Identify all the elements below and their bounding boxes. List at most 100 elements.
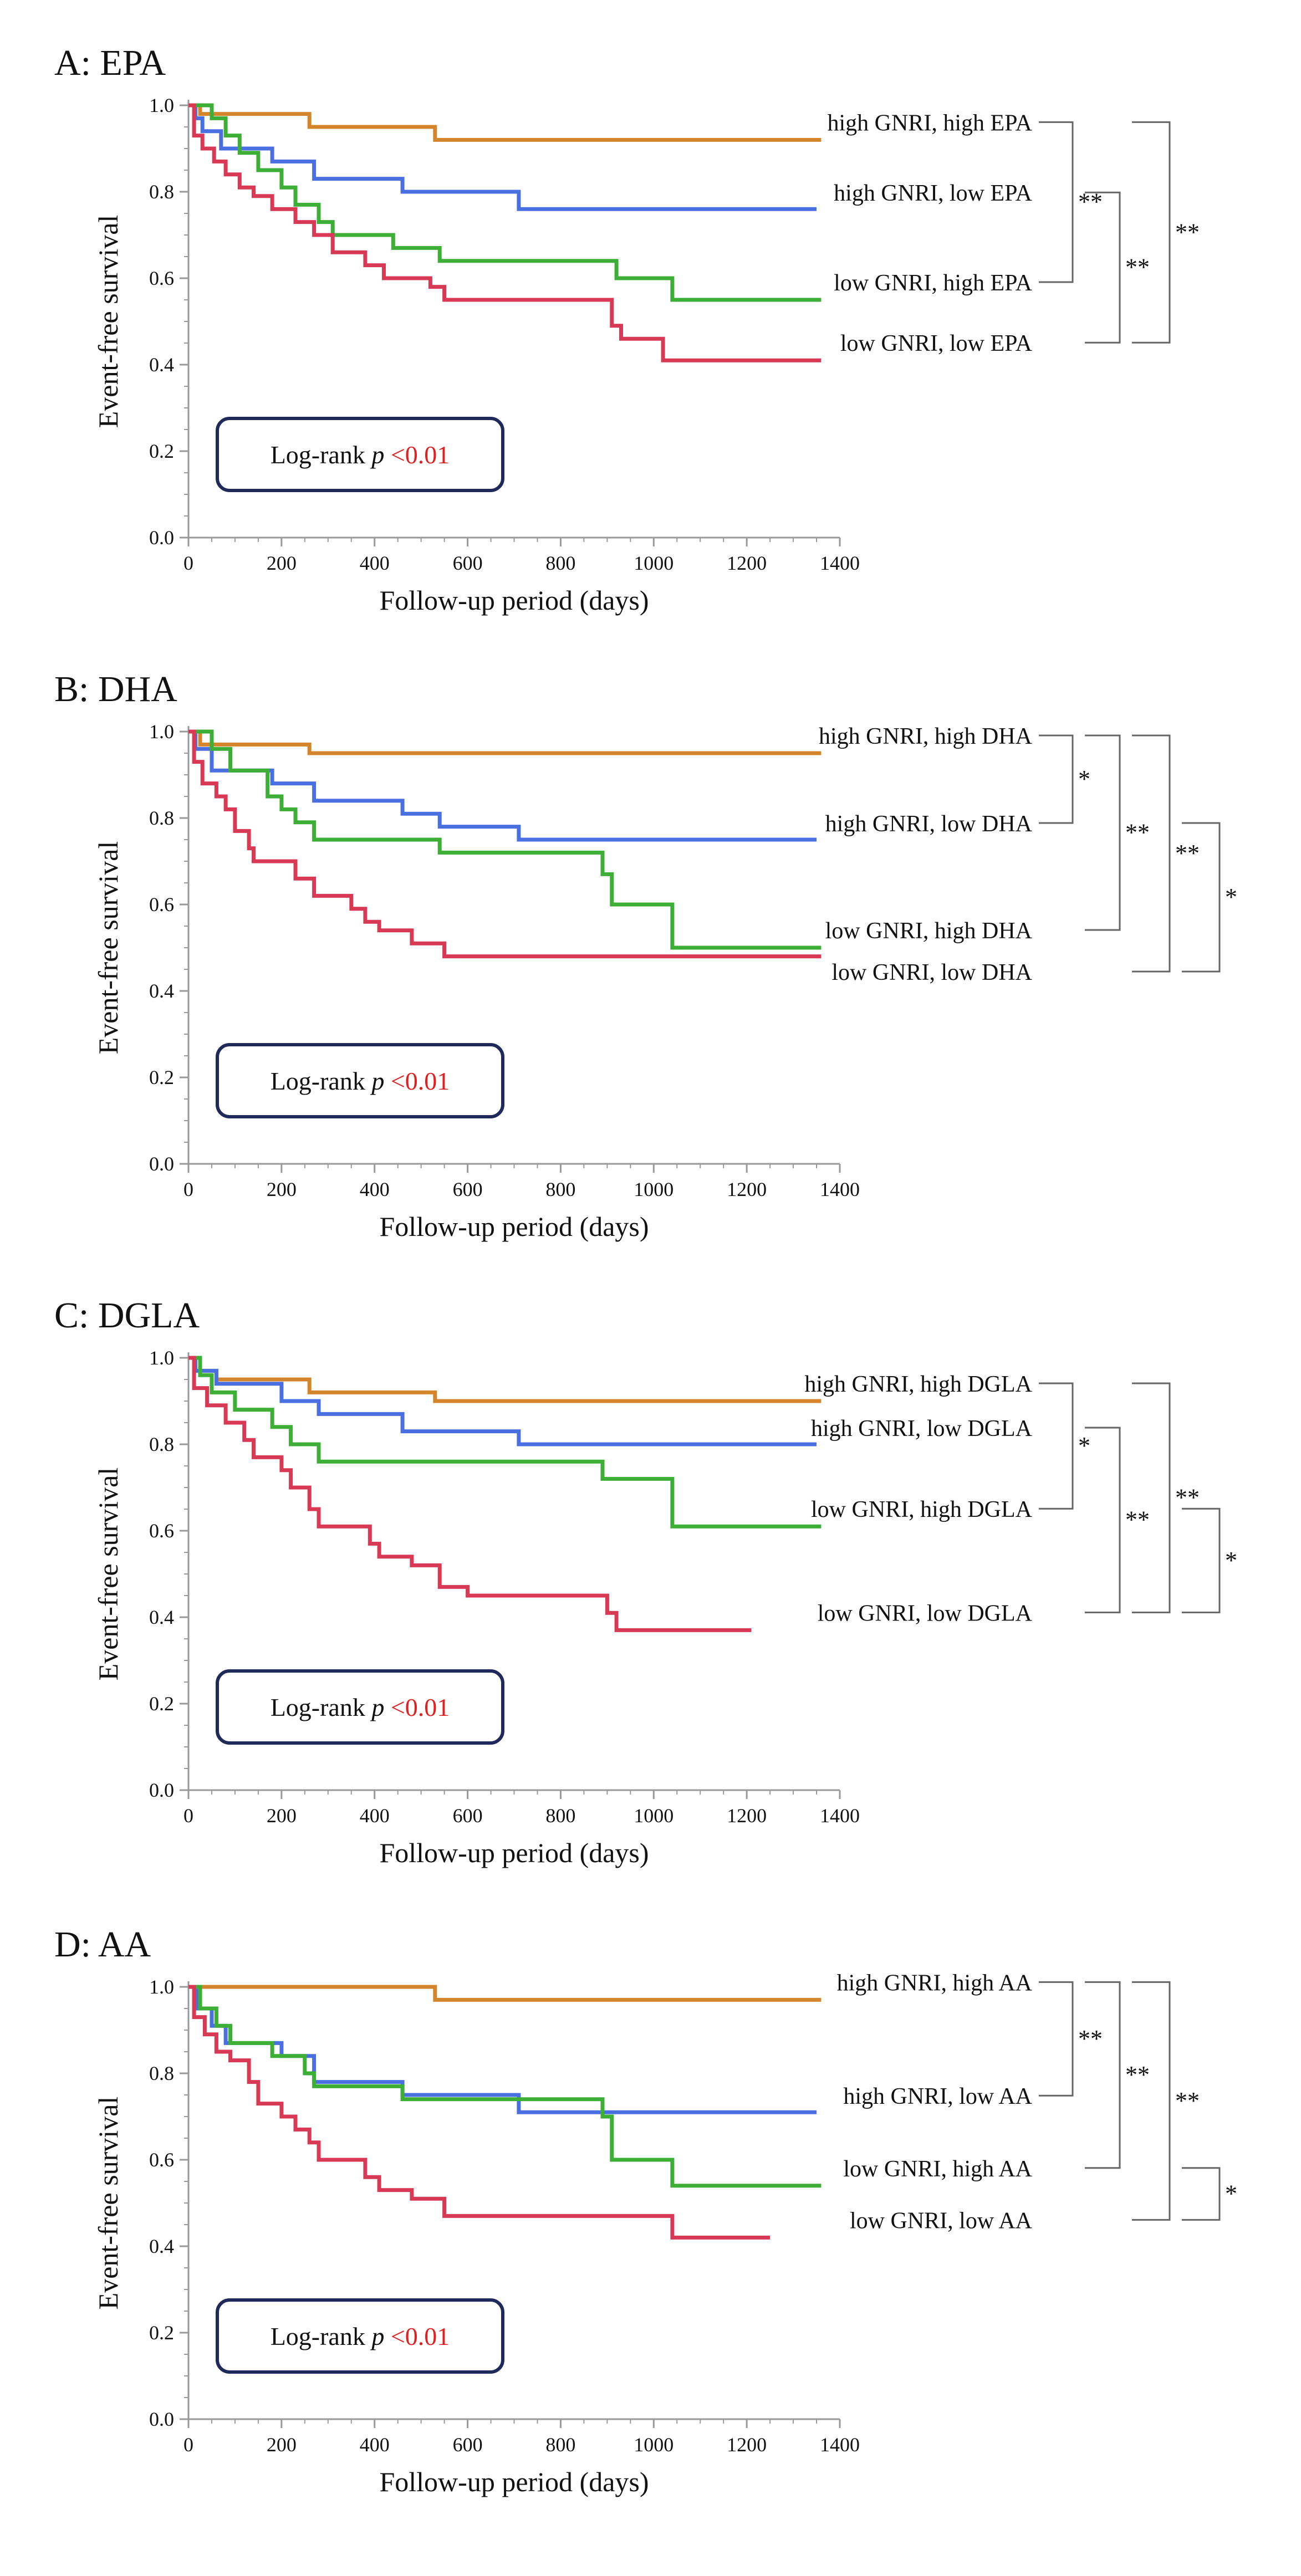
y-tick-label: 0.4 [149,354,174,376]
series-label-4: low GNRI, low DHA [831,960,1032,985]
x-tick-label: 400 [360,1178,390,1200]
logrank-box [216,1043,504,1118]
x-tick-label: 400 [360,1805,390,1827]
significance-bracket [1085,191,1121,344]
x-tick-label: 400 [360,552,390,574]
series-label-2: high GNRI, low EPA [834,181,1032,206]
survival-curve-4 [188,1985,771,2240]
y-tick-label: 0.0 [149,1779,174,1801]
survival-curve-3 [188,729,822,950]
x-tick-label: 1000 [634,1805,674,1827]
x-tick-label: 0 [183,2434,193,2456]
y-tick-label: 0.0 [149,527,174,549]
survival-curve-3 [188,1356,822,1529]
series-label-3: low GNRI, high EPA [834,270,1032,296]
x-tick-label: 200 [267,1805,297,1827]
logrank-box [216,1669,504,1745]
x-tick-label: 200 [267,2434,297,2456]
survival-curve-2 [188,729,817,842]
survival-curve-1 [188,1985,822,2002]
series-label-4: low GNRI, low EPA [840,331,1033,356]
x-tick-label: 800 [545,552,575,574]
km-panel-3: C: DGLA 0.0 0.2 0.4 0.6 0.8 1.0 0 200 400 600 800 10… [54,1295,1237,1868]
x-tick-label: 1200 [727,552,767,574]
x-tick-label: 600 [453,2434,483,2456]
y-axis-label: Event-free survival [93,215,124,428]
x-tick-label: 800 [545,1805,575,1827]
logrank-p: p [370,2322,384,2350]
y-axis-label: Event-free survival [93,2097,124,2310]
significance-marker: * [1225,883,1237,911]
y-tick-label: 0.6 [149,267,174,289]
significance-bracket [1085,1427,1121,1613]
significance-bracket [1132,121,1171,344]
x-tick-label: 200 [267,552,297,574]
series-label-1: high GNRI, high AA [837,1970,1033,1996]
y-tick-label: 0.2 [149,1693,174,1715]
significance-marker: * [1078,765,1090,793]
panel-title: C: DGLA [54,1295,200,1336]
km-panel-4: D: AA 0.0 0.2 0.4 0.6 0.8 1.0 0 200 400 600 800 1000… [54,1924,1237,2497]
x-tick-label: 1000 [634,1178,674,1200]
y-tick-label: 0.2 [149,1066,174,1088]
significance-bracket [1085,1981,1121,2169]
y-tick-label: 0.2 [149,2322,174,2344]
x-axis-label: Follow-up period (days) [379,1211,649,1242]
series-label-3: low GNRI, high AA [843,2156,1032,2182]
x-tick-label: 200 [267,1178,297,1200]
y-tick-label: 0.8 [149,807,174,829]
y-axis-label: Event-free survival [93,1468,124,1681]
logrank-p: p [370,1693,384,1721]
survival-curve-4 [188,103,822,362]
y-tick-label: 0.0 [149,1153,174,1175]
series-label-4: low GNRI, low AA [850,2208,1033,2233]
x-tick-label: 800 [545,1178,575,1200]
km-panel-1: A: EPA 0.0 0.2 0.4 0.6 0.8 1.0 0 200 400 600 800 100… [54,43,1200,616]
x-tick-label: 600 [453,1805,483,1827]
logrank-text: Log-rank p <0.01 [271,441,450,469]
logrank-prefix: Log-rank [271,1693,372,1721]
series-label-2: high GNRI, low AA [843,2084,1032,2109]
significance-marker: ** [1078,2025,1103,2052]
y-tick-label: 0.2 [149,440,174,462]
y-tick-label: 0.4 [149,1606,174,1628]
logrank-text: Log-rank p <0.01 [271,1067,450,1095]
x-tick-label: 1400 [820,1805,860,1827]
significance-marker: ** [1175,840,1200,867]
significance-marker: ** [1125,254,1150,281]
y-tick-label: 0.8 [149,181,174,203]
x-tick-label: 1200 [727,1805,767,1827]
panel-title: D: AA [54,1924,151,1965]
significance-bracket [1132,1382,1171,1613]
y-tick-label: 0.4 [149,980,174,1002]
significance-bracket [1132,734,1171,973]
significance-bracket [1085,734,1121,931]
y-tick-label: 0.6 [149,1520,174,1542]
x-tick-label: 800 [545,2434,575,2456]
x-tick-label: 1400 [820,1178,860,1200]
survival-curve-2 [188,1985,817,2114]
y-tick-label: 0.6 [149,893,174,916]
y-tick-label: 0.8 [149,1433,174,1455]
significance-marker: ** [1125,2061,1150,2088]
significance-bracket [1039,734,1074,824]
x-tick-label: 1400 [820,552,860,574]
significance-marker: * [1078,1432,1090,1459]
survival-curve-4 [188,1356,752,1632]
significance-marker: ** [1125,1506,1150,1534]
y-tick-label: 1.0 [149,720,174,743]
y-tick-label: 0.8 [149,2062,174,2084]
logrank-prefix: Log-rank [271,1067,372,1095]
significance-marker: * [1225,2180,1237,2207]
x-tick-label: 0 [183,1178,193,1200]
y-tick-label: 0.4 [149,2235,174,2257]
series-label-2: high GNRI, low DGLA [811,1416,1033,1442]
x-tick-label: 600 [453,1178,483,1200]
significance-bracket [1132,1981,1171,2221]
series-label-4: low GNRI, low DGLA [818,1601,1033,1626]
panel-title: B: DHA [54,669,177,709]
series-label-1: high GNRI, high DHA [819,724,1033,749]
x-tick-label: 600 [453,552,483,574]
significance-bracket [1039,1981,1074,2097]
